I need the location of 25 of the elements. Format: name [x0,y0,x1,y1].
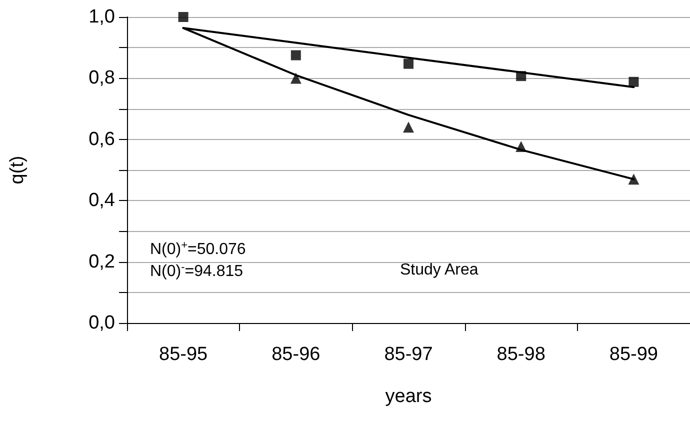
x-tick-label: 85-99 [609,344,658,365]
annotation: Study Area [400,262,478,278]
point [628,174,640,185]
y-tick-label: 1,0 [88,6,115,28]
x-tick-label: 85-95 [158,344,208,365]
point [290,72,302,84]
point [178,12,188,22]
y-tick-label: 0,6 [88,128,115,150]
point [290,50,301,60]
y-axis-title: q(t) [7,156,28,184]
point [516,71,526,82]
point [516,140,527,152]
x-tick-label: 85-98 [496,344,546,365]
x-tick-label: 85-97 [384,344,433,365]
x-axis-title: years [385,386,432,407]
y-tick-label: 0,4 [88,190,116,212]
y-tick-label: 0,2 [88,251,115,272]
y-tick-label: 0,8 [88,68,115,89]
point [403,122,414,133]
point [404,58,414,69]
point [628,76,639,87]
annotation: N(0)+=50.076 [150,240,246,258]
annotation: N(0)-=94.815 [150,262,244,280]
x-tick-label: 85-96 [272,344,320,365]
y-tick-label: 0,0 [88,312,115,334]
